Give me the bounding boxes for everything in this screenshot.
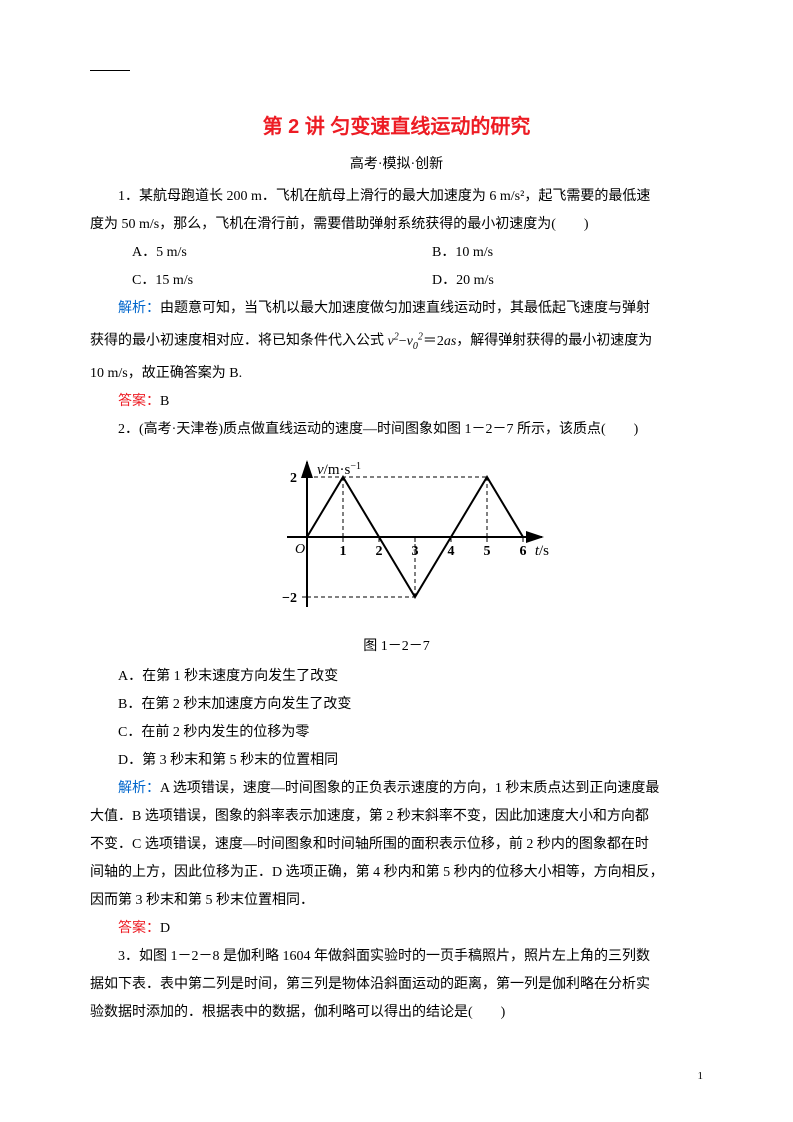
q2-choice-B: B．在第 2 秒末加速度方向发生了改变 <box>90 693 703 717</box>
svg-text:3: 3 <box>411 544 418 559</box>
page-number: 1 <box>698 1070 704 1082</box>
header-rule <box>90 70 130 71</box>
q1-answer: 答案：B <box>90 390 703 414</box>
q1-answer-text: B <box>160 394 169 409</box>
q2-choice-D: D．第 3 秒末和第 5 秒末的位置相同 <box>90 749 703 773</box>
lecture-subtitle: 高考·模拟·创新 <box>90 153 703 173</box>
q3: 3．如图 1－2－8 是伽利略 1604 年做斜面实验时的一页手稿照片，照片左上… <box>90 945 703 1025</box>
q3-line3: 验数据时添加的．根据表中的数据，伽利略可以得出的结论是( ) <box>90 1001 703 1025</box>
q2-caption: 图 1－2－7 <box>90 635 703 655</box>
lecture-title: 第 2 讲 匀变速直线运动的研究 <box>90 110 703 139</box>
q1-choices-row2: C．15 m/s D．20 m/s <box>90 269 703 293</box>
q2-answer-text: D <box>160 921 170 936</box>
q1-choice-C: C．15 m/s <box>132 269 432 293</box>
q2: 2．(高考·天津卷)质点做直线运动的速度—时间图象如图 1－2－7 所示，该质点… <box>90 418 703 941</box>
q1-analysis-text2-post: ，解得弹射获得的最小初速度为 <box>456 334 652 349</box>
q2-analysis-text1: A 选项错误，速度—时间图象的正负表示速度的方向，1 秒末质点达到正向速度最 <box>160 781 659 796</box>
q2-stem: 2．(高考·天津卷)质点做直线运动的速度—时间图象如图 1－2－7 所示，该质点… <box>90 418 703 442</box>
q2-choice-C: C．在前 2 秒内发生的位移为零 <box>90 721 703 745</box>
q1-choice-A: A．5 m/s <box>132 241 432 265</box>
q2-analysis-line4: 间轴的上方，因此位移为正．D 选项正确，第 4 秒内和第 5 秒内的位移大小相等… <box>90 861 703 885</box>
svg-text:6: 6 <box>519 544 526 559</box>
q2-analysis-line3: 不变．C 选项错误，速度—时间图象和时间轴所围的面积表示位移，前 2 秒内的图象… <box>90 833 703 857</box>
q2-choice-A: A．在第 1 秒末速度方向发生了改变 <box>90 665 703 689</box>
svg-text:1: 1 <box>339 544 346 559</box>
q3-line1: 3．如图 1－2－8 是伽利略 1604 年做斜面实验时的一页手稿照片，照片左上… <box>90 945 703 969</box>
page: 第 2 讲 匀变速直线运动的研究 高考·模拟·创新 1．某航母跑道长 200 m… <box>0 0 793 1122</box>
svg-text:5: 5 <box>483 544 490 559</box>
analysis-label: 解析： <box>118 781 160 796</box>
q1-analysis-text1: 由题意可知，当飞机以最大加速度做匀加速直线运动时，其最低起飞速度与弹射 <box>160 301 650 316</box>
q1-analysis-text2-pre: 获得的最小初速度相对应．将已知条件代入公式 <box>90 334 388 349</box>
answer-label: 答案： <box>118 921 160 936</box>
q1-stem-line2: 度为 50 m/s，那么，飞机在滑行前，需要借助弹射系统获得的最小初速度为( ) <box>90 213 703 237</box>
svg-text:−2: −2 <box>282 591 297 606</box>
analysis-label: 解析： <box>118 301 160 316</box>
svg-text:v/m·s−1: v/m·s−1 <box>317 461 361 479</box>
vt-chart: 1 2 3 4 5 6 −2 2 Ov/m·s−1 t/s <box>237 452 557 622</box>
q1-stem-line1: 1．某航母跑道长 200 m．飞机在航母上滑行的最大加速度为 6 m/s²，起飞… <box>90 185 703 209</box>
svg-text:2: 2 <box>290 471 297 486</box>
q1-choices-row1: A．5 m/s B．10 m/s <box>90 241 703 265</box>
q1-analysis-line3: 10 m/s，故正确答案为 B. <box>90 362 703 386</box>
q2-analysis-line2: 大值．B 选项错误，图象的斜率表示加速度，第 2 秒末斜率不变，因此加速度大小和… <box>90 805 703 829</box>
q1-formula: v2−v02＝2as <box>388 334 457 349</box>
svg-text:2: 2 <box>375 544 382 559</box>
q3-line2: 据如下表．表中第二列是时间，第三列是物体沿斜面运动的距离，第一列是伽利略在分析实 <box>90 973 703 997</box>
svg-text:O: O <box>295 542 305 557</box>
q1-choice-B: B．10 m/s <box>432 241 493 265</box>
svg-text:4: 4 <box>447 544 454 559</box>
q2-answer: 答案：D <box>90 917 703 941</box>
q2-analysis-line1: 解析：A 选项错误，速度—时间图象的正负表示速度的方向，1 秒末质点达到正向速度… <box>90 777 703 801</box>
answer-label: 答案： <box>118 394 160 409</box>
q2-figure: 1 2 3 4 5 6 −2 2 Ov/m·s−1 t/s <box>90 452 703 627</box>
q1-analysis-line1: 解析：由题意可知，当飞机以最大加速度做匀加速直线运动时，其最低起飞速度与弹射 <box>90 297 703 321</box>
q1-analysis-line2: 获得的最小初速度相对应．将已知条件代入公式 v2−v02＝2as，解得弹射获得的… <box>90 325 703 358</box>
svg-text:t/s: t/s <box>534 543 548 559</box>
q1-choice-D: D．20 m/s <box>432 269 494 293</box>
q2-analysis-line5: 因而第 3 秒末和第 5 秒末位置相同． <box>90 889 703 913</box>
q1: 1．某航母跑道长 200 m．飞机在航母上滑行的最大加速度为 6 m/s²，起飞… <box>90 185 703 414</box>
